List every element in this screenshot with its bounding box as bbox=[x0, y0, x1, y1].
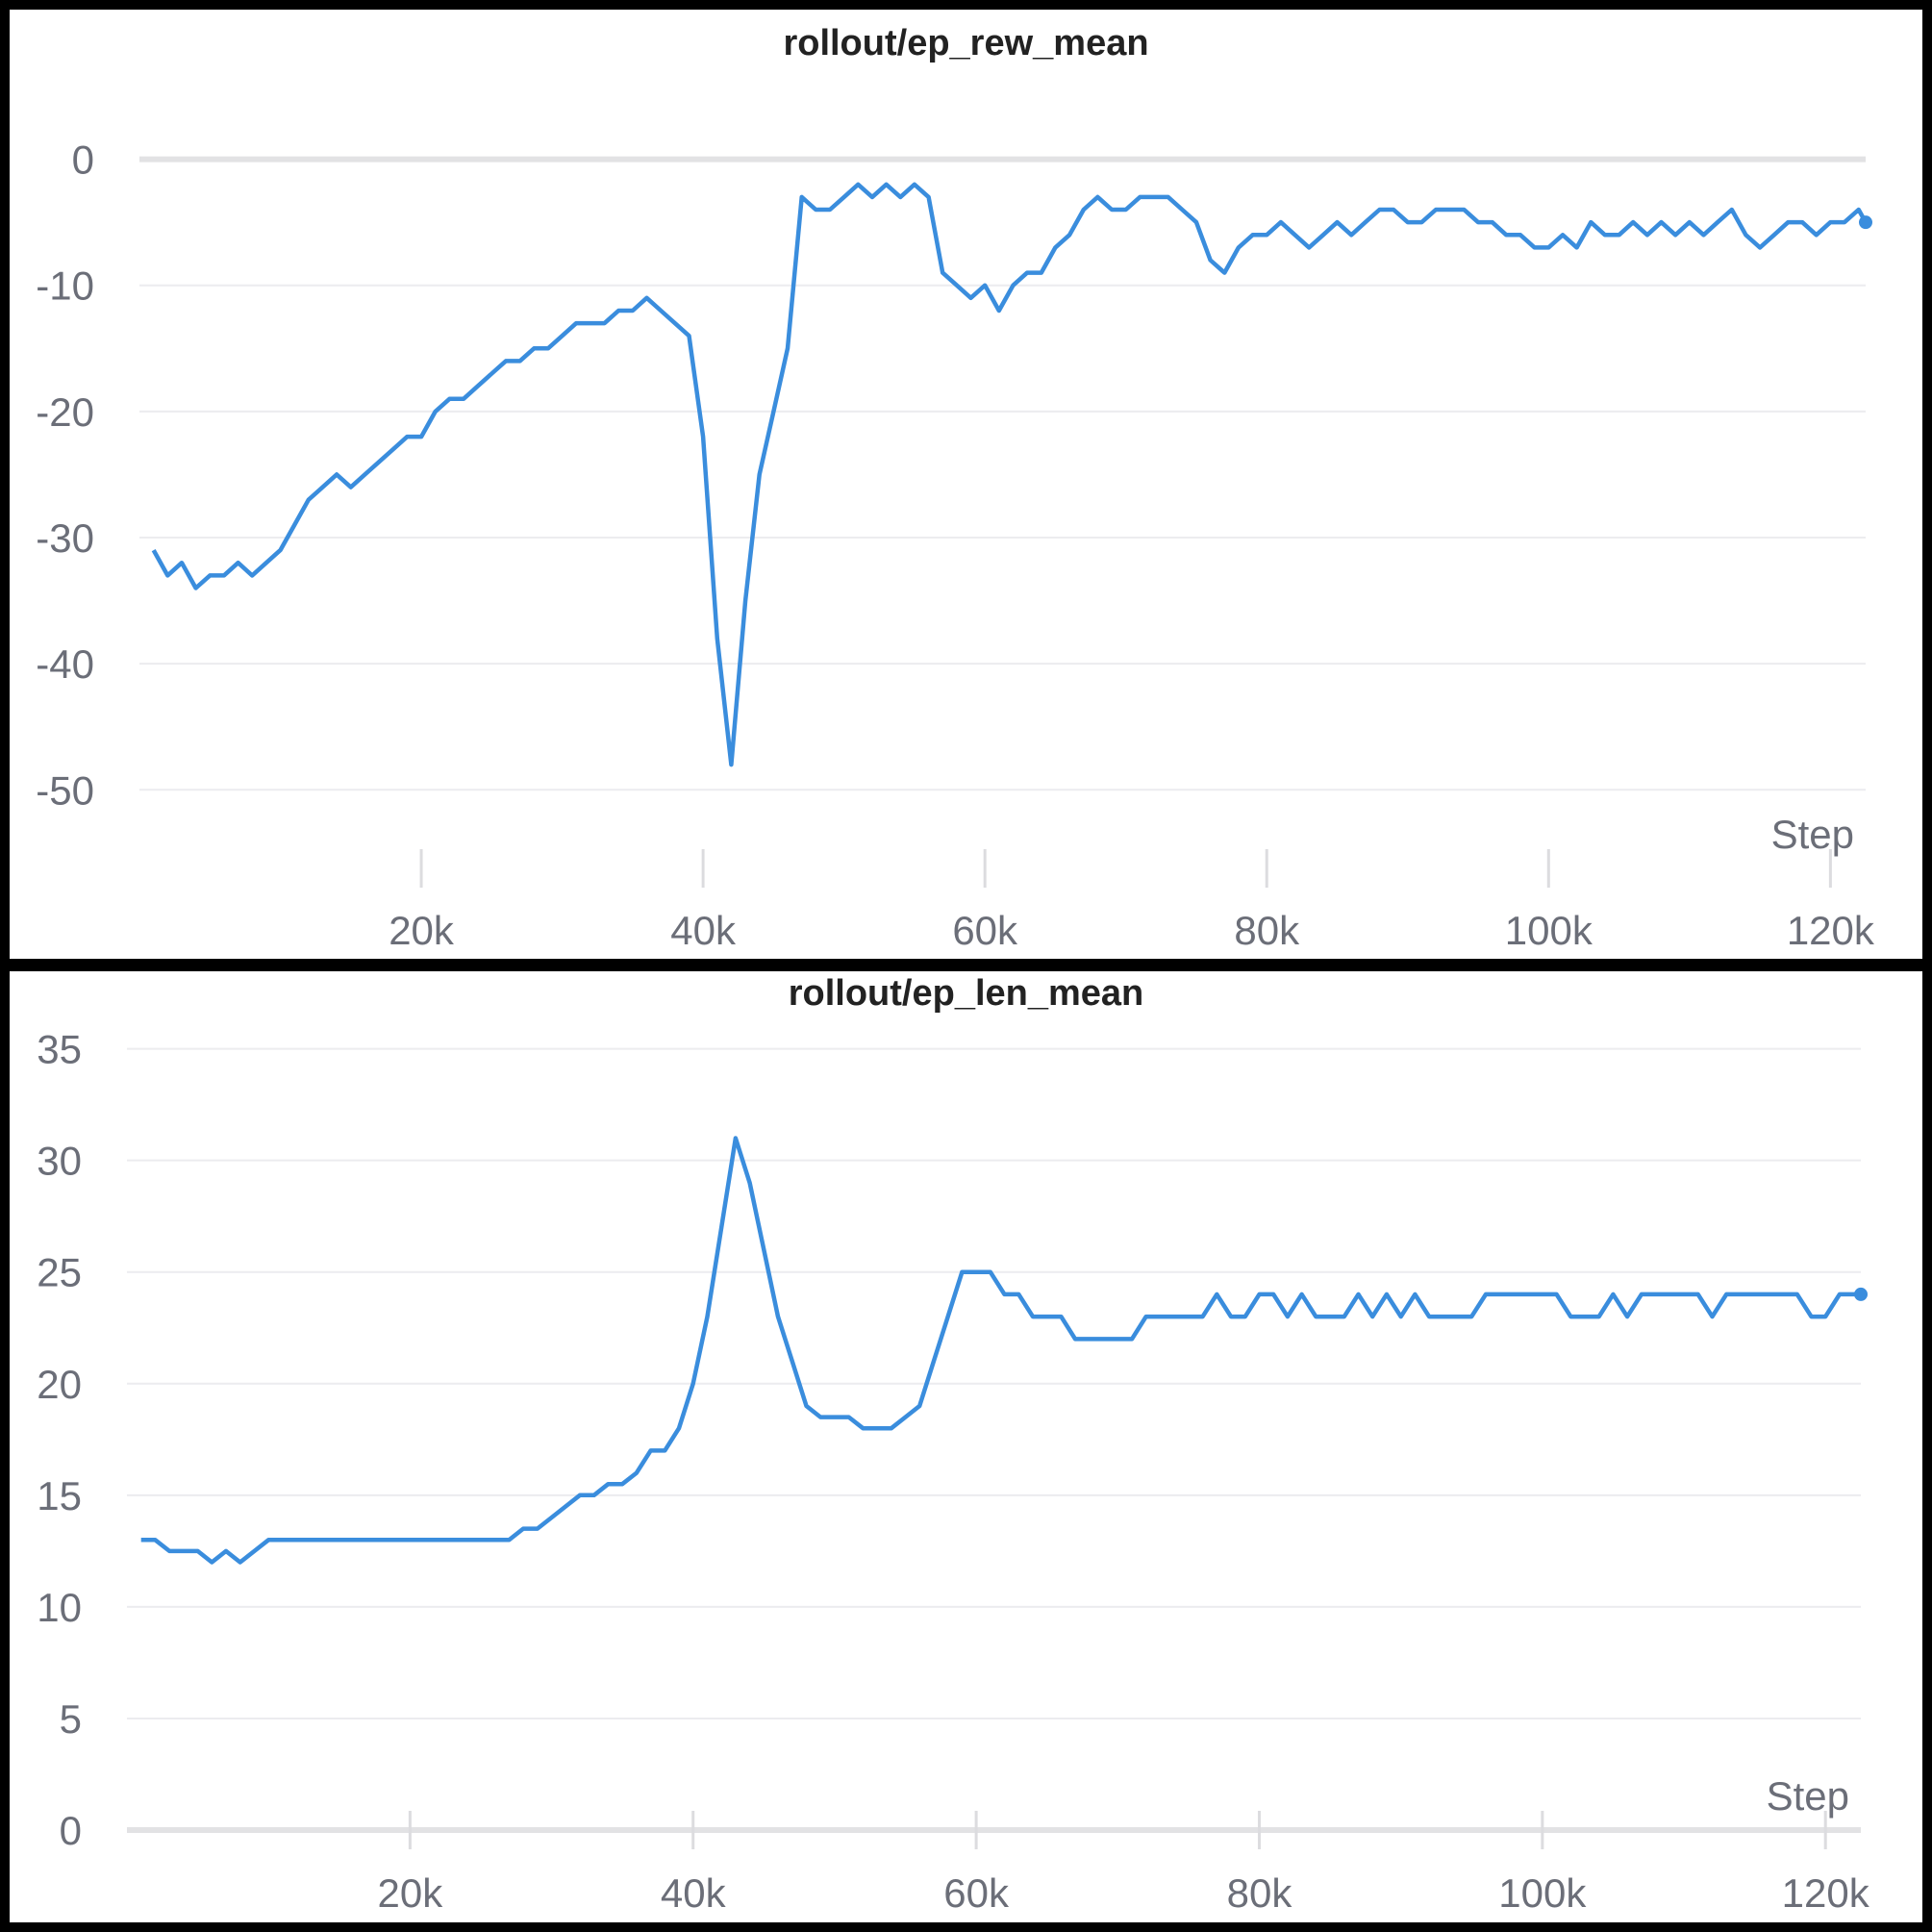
y-tick-label: 10 bbox=[37, 1585, 82, 1630]
y-tick-label: 0 bbox=[72, 138, 94, 183]
y-tick-label: -40 bbox=[36, 641, 94, 687]
y-tick-label: 15 bbox=[37, 1473, 82, 1518]
x-tick-label: 60k bbox=[952, 908, 1018, 953]
y-tick-label: -10 bbox=[36, 263, 94, 309]
series-end-point bbox=[1859, 215, 1872, 230]
x-tick-label: 100k bbox=[1498, 1870, 1587, 1916]
chart-title: rollout/ep_rew_mean bbox=[783, 23, 1149, 63]
series-end-point bbox=[1854, 1287, 1868, 1301]
x-axis-label: Step bbox=[1771, 812, 1854, 857]
x-tick-label: 20k bbox=[389, 908, 455, 953]
x-tick-label: 40k bbox=[661, 1870, 727, 1916]
chart-panel-reward: rollout/ep_rew_mean 0 -10 -20 -30 -40 -50 20k 4… bbox=[10, 10, 1922, 959]
x-tick-label: 40k bbox=[670, 908, 737, 953]
chart-panel-length: rollout/ep_len_mean 0 5 10 15 20 25 30 35 20k 40k… bbox=[10, 971, 1922, 1922]
y-tick-label: 0 bbox=[60, 1808, 82, 1853]
series-line bbox=[151, 182, 1868, 767]
series-line bbox=[140, 1136, 1861, 1565]
length-chart-plot: 0 5 10 15 20 25 30 35 20k 40k 60k 80k 100k 120k Step bbox=[37, 1027, 1870, 1916]
y-tick-label: 35 bbox=[37, 1027, 82, 1072]
x-axis-label: Step bbox=[1767, 1773, 1849, 1819]
x-tick-label: 80k bbox=[1227, 1870, 1293, 1916]
y-tick-label: -20 bbox=[36, 389, 94, 435]
y-tick-label: 5 bbox=[60, 1696, 82, 1742]
x-tick-label: 80k bbox=[1234, 908, 1300, 953]
chart-title: rollout/ep_len_mean bbox=[788, 973, 1144, 1014]
y-tick-label: 25 bbox=[37, 1250, 82, 1295]
y-tick-label: 20 bbox=[37, 1362, 82, 1407]
y-tick-label: 30 bbox=[37, 1139, 82, 1184]
y-tick-label: -50 bbox=[36, 767, 94, 813]
x-tick-label: 100k bbox=[1505, 908, 1593, 953]
x-tick-label: 60k bbox=[943, 1870, 1010, 1916]
reward-chart-plot: 0 -10 -20 -30 -40 -50 20k 40k 60k 80k 100k 120k Step bbox=[36, 138, 1875, 953]
x-tick-label: 120k bbox=[1782, 1870, 1870, 1916]
y-tick-label: -30 bbox=[36, 515, 94, 561]
x-tick-label: 20k bbox=[378, 1870, 444, 1916]
x-tick-label: 120k bbox=[1787, 908, 1875, 953]
